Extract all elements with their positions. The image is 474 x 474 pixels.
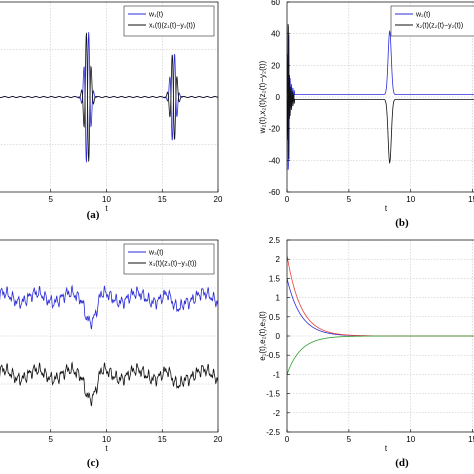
x-tick-label: 20 <box>214 195 223 204</box>
x-tick-label: 0 <box>285 435 290 444</box>
y-tick-label: 1 <box>276 294 281 303</box>
legend-entry: w₂(t) <box>415 12 430 19</box>
y-tick-label: 0.5 <box>269 313 281 322</box>
x-tick-label: 10 <box>102 195 111 204</box>
y-tick-label: -60 <box>268 188 280 197</box>
series-line-b-1 <box>287 29 474 170</box>
y-tick-label: 60 <box>271 0 280 7</box>
legend-box <box>390 5 474 37</box>
series-line-c-1 <box>0 284 218 330</box>
y-axis-label: e₁(t),e₂(t),e₃(t) <box>258 311 267 361</box>
x-axis-label: t <box>385 204 388 213</box>
y-tick-label: 2 <box>276 255 281 264</box>
series-group-b <box>287 24 474 170</box>
x-tick-label: 15 <box>468 195 474 204</box>
legend-entry: x₁(t)(z₁(t)−y₁(t)) <box>149 23 195 30</box>
x-tick-label: 15 <box>158 435 167 444</box>
y-tick-label: -1 <box>273 370 281 379</box>
y-axis-label: w₂(t),x₂(t)(z₂(t)−y₂(t)) <box>258 60 267 134</box>
y-tick-label: 20 <box>271 61 280 70</box>
legend-entry: w₃(t) <box>148 250 164 257</box>
x-tick-label: 5 <box>49 195 54 204</box>
x-axis-label: t <box>105 444 108 453</box>
x-tick-label: 10 <box>406 195 415 204</box>
y-tick-label: -1.5 <box>266 390 280 399</box>
panel-caption-b: (b) <box>395 217 409 229</box>
series-line-a-2 <box>0 32 218 162</box>
x-axis-label: t <box>105 204 108 213</box>
y-tick-label: 2.5 <box>269 236 281 245</box>
legend-a: w₁(t) x₁(t)(z₁(t)−y₁(t)) <box>123 5 215 37</box>
legend-entry: x₂(t)(z₂(t)−y₂(t)) <box>416 23 463 30</box>
y-tick-label: -40 <box>268 156 280 165</box>
x-tick-label: 5 <box>347 435 352 444</box>
panel-caption-d: (d) <box>395 457 409 469</box>
x-tick-label: 20 <box>214 435 223 444</box>
y-tick-label: 1.5 <box>269 274 281 283</box>
legend-box <box>123 243 215 275</box>
grid-c <box>0 240 218 432</box>
chart-panel-d: 0 5 10 15 2.5 2 1.5 1 0.5 0 -0.5 -1 -1.5 -2 -2.5 t e₁(t)… <box>258 236 474 469</box>
chart-panel-b: 0 5 10 15 60 40 20 0 -20 -40 -60 t w₂(t),x₂(t)(z₂(t)… <box>258 0 474 229</box>
x-tick-label: 15 <box>468 435 474 444</box>
panel-caption-c: (c) <box>87 457 100 469</box>
legend-entry: w₁(t) <box>148 12 163 19</box>
x-tick-label: 15 <box>158 195 167 204</box>
series-group-d <box>287 255 474 375</box>
grid-b <box>287 2 474 192</box>
y-tick-label: -2.5 <box>266 428 280 437</box>
x-tick-label: 0 <box>285 195 290 204</box>
legend-c: w₃(t) x₃(t)(z₃(t)−y₃(t)) <box>123 243 215 275</box>
x-tick-label: 10 <box>102 435 111 444</box>
y-tick-label: 0 <box>276 93 281 102</box>
series-line-d-3 <box>287 335 474 375</box>
legend-box <box>123 5 215 37</box>
series-line-b-2 <box>287 24 474 165</box>
y-tick-label: -2 <box>273 409 281 418</box>
x-tick-label: 10 <box>406 435 415 444</box>
series-line-c-2 <box>0 361 218 407</box>
x-tick-label: 5 <box>347 195 352 204</box>
y-tick-label: -0.5 <box>266 351 280 360</box>
x-axis-label: t <box>385 444 388 453</box>
x-tick-label: 5 <box>49 435 54 444</box>
y-tick-label: 0 <box>276 332 281 341</box>
chart-panel-a: 5 10 15 20 t w₁(t) x₁(t)(z₁(t)−y₁(t)) (a) <box>0 1 223 221</box>
panel-caption-a: (a) <box>87 209 100 221</box>
legend-entry: x₃(t)(z₃(t)−y₃(t)) <box>149 261 197 268</box>
grid-a <box>0 2 218 192</box>
series-line-d-2 <box>287 255 474 337</box>
series-group-a <box>0 32 218 163</box>
legend-b: w₂(t) x₂(t)(z₂(t)−y₂(t)) <box>390 5 474 37</box>
y-tick-label: 40 <box>271 30 280 39</box>
series-group-c <box>0 284 218 407</box>
series-line-d-1 <box>287 278 474 337</box>
y-tick-label: -20 <box>268 125 280 134</box>
chart-panel-c: 5 10 15 20 t w₃(t) x₃(t)(z₃(t)−y₃(t)) (c) <box>0 239 223 469</box>
